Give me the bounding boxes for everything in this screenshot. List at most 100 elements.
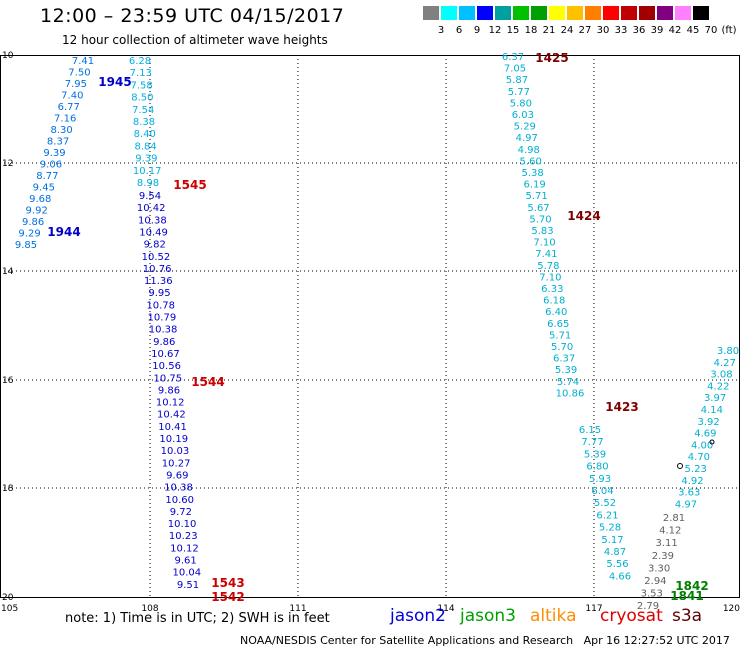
longitude-tick-label: 117 xyxy=(585,604,602,614)
scale-label: 15 xyxy=(506,25,520,36)
scale-label: 24 xyxy=(560,25,574,36)
wave-height-value: 10.56 xyxy=(152,361,181,372)
wave-height-value: 3.30 xyxy=(648,563,670,574)
wave-height-value: 9.39 xyxy=(43,148,65,159)
scale-swatch xyxy=(459,6,475,20)
scale-swatch xyxy=(531,6,547,20)
wave-height-value: 8.40 xyxy=(134,129,156,140)
wave-height-value: 3.11 xyxy=(655,538,677,549)
wave-height-value: 10.41 xyxy=(158,422,187,433)
track-1945: 7.417.507.957.406.777.168.308.379.399.06… xyxy=(15,56,94,251)
scale-swatch xyxy=(675,6,691,20)
scale-swatch xyxy=(693,6,709,20)
wave-height-value: 9.85 xyxy=(15,240,37,251)
wave-height-value: 5.39 xyxy=(584,449,606,460)
wave-height-value: 10.03 xyxy=(161,446,190,457)
longitude-tick-label: 114 xyxy=(437,604,454,614)
scale-label: 33 xyxy=(614,25,628,36)
satellite-legend-item: jason2 xyxy=(390,606,446,626)
wave-height-value: 10.60 xyxy=(165,495,194,506)
longitude-tick-label: 108 xyxy=(141,604,158,614)
wave-height-value: 7.95 xyxy=(65,79,87,90)
wave-height-value: 10.86 xyxy=(556,388,585,399)
wave-height-value: 8.37 xyxy=(47,137,69,148)
scale-swatch xyxy=(567,6,583,20)
longitude-tick-label: 111 xyxy=(289,604,306,614)
wave-height-value: 4.70 xyxy=(688,452,710,463)
wave-height-value: 5.70 xyxy=(551,342,573,353)
map-frame xyxy=(0,55,740,598)
wave-height-value: 6.33 xyxy=(541,284,563,295)
scale-swatch xyxy=(441,6,457,20)
wave-height-value: 6.37 xyxy=(502,52,524,63)
scale-label: 39 xyxy=(650,25,664,36)
scale-swatch xyxy=(585,6,601,20)
track-1544: 9.5410.4210.3810.499.8210.5210.7611.369.… xyxy=(137,191,201,591)
wave-height-value: 8.84 xyxy=(134,141,156,152)
wave-height-value: 10.04 xyxy=(172,568,201,579)
wave-height-value: 10.42 xyxy=(137,203,166,214)
scale-label: 18 xyxy=(524,25,538,36)
wave-height-value: 5.67 xyxy=(527,203,549,214)
wave-height-value: 5.52 xyxy=(594,498,616,509)
wave-height-value: 5.93 xyxy=(589,474,611,485)
axis-ticks: 105 108 111 114 117 120 10 12 14 16 18 20 xyxy=(1,51,740,614)
wave-height-value: 10.76 xyxy=(143,264,172,275)
wave-height-value: 5.38 xyxy=(522,168,544,179)
generated-timestamp: Apr 16 12:27:52 UTC 2017 xyxy=(583,634,730,647)
wave-height-value: 9.39 xyxy=(135,154,157,165)
wave-height-value: 9.86 xyxy=(153,337,175,348)
wave-height-value: 3.53 xyxy=(641,589,663,600)
latitude-tick-label: 18 xyxy=(2,484,14,494)
scale-label: 9 xyxy=(473,25,481,36)
scale-label: 3 xyxy=(437,25,445,36)
map-title: 12:00 – 23:59 UTC 04/15/2017 xyxy=(40,5,345,27)
wave-height-value: 7.54 xyxy=(132,105,154,116)
wave-height-value: 7.10 xyxy=(539,272,561,283)
scale-label: 36 xyxy=(632,25,646,36)
wave-height-value: 5.80 xyxy=(510,98,532,109)
latitude-tick-label: 16 xyxy=(2,376,14,386)
satellite-legend-item: jason3 xyxy=(460,606,516,626)
wave-height-value: 6.21 xyxy=(596,510,618,521)
wave-height-value: 4.87 xyxy=(604,547,626,558)
wave-height-value: 4.92 xyxy=(681,476,703,487)
wave-height-value: 9.86 xyxy=(158,385,180,396)
wave-height-value: 6.80 xyxy=(586,462,608,473)
wave-height-value: 2.81 xyxy=(663,513,685,524)
pass-time-label: 1842 xyxy=(675,579,708,593)
pass-time-label: 1423 xyxy=(605,400,638,414)
wave-height-value: 9.54 xyxy=(139,191,161,202)
scale-swatch xyxy=(423,6,439,20)
wave-height-value: 10.75 xyxy=(153,373,182,384)
wave-height-value: 5.39 xyxy=(555,365,577,376)
pass-time-label: 1545 xyxy=(173,178,206,192)
wave-height-value: 7.58 xyxy=(130,80,152,91)
scale-label: 70 xyxy=(704,25,718,36)
wave-height-value: 7.10 xyxy=(533,238,555,249)
wave-height-value: 4.27 xyxy=(714,358,736,369)
wave-height-value: 11.36 xyxy=(144,276,173,287)
scale-label: 27 xyxy=(578,25,592,36)
scale-swatch xyxy=(603,6,619,20)
wave-height-value: 2.79 xyxy=(637,601,659,612)
wave-height-value: 10.19 xyxy=(159,434,188,445)
longitude-tick-label: 120 xyxy=(723,604,740,614)
wave-height-value: 8.77 xyxy=(36,171,58,182)
wave-height-value: 5.60 xyxy=(520,156,542,167)
wave-height-value: 10.42 xyxy=(157,410,186,421)
wave-height-value: 6.77 xyxy=(58,102,80,113)
scale-label: (ft) xyxy=(721,25,737,36)
wave-height-value: 10.79 xyxy=(148,313,177,324)
wave-height-value: 7.41 xyxy=(72,56,94,67)
scale-swatch xyxy=(639,6,655,20)
wave-height-value: 9.69 xyxy=(166,470,188,481)
scale-swatch xyxy=(657,6,673,20)
wave-height-value: 9.51 xyxy=(177,580,199,591)
pass-time-label: 1424 xyxy=(567,209,600,223)
track-marker xyxy=(677,463,683,469)
wave-height-value: 3.63 xyxy=(678,488,700,499)
wave-height-value: 6.28 xyxy=(129,56,151,67)
wave-height-value: 5.71 xyxy=(525,191,547,202)
pass-time-label: 1425 xyxy=(535,51,568,65)
